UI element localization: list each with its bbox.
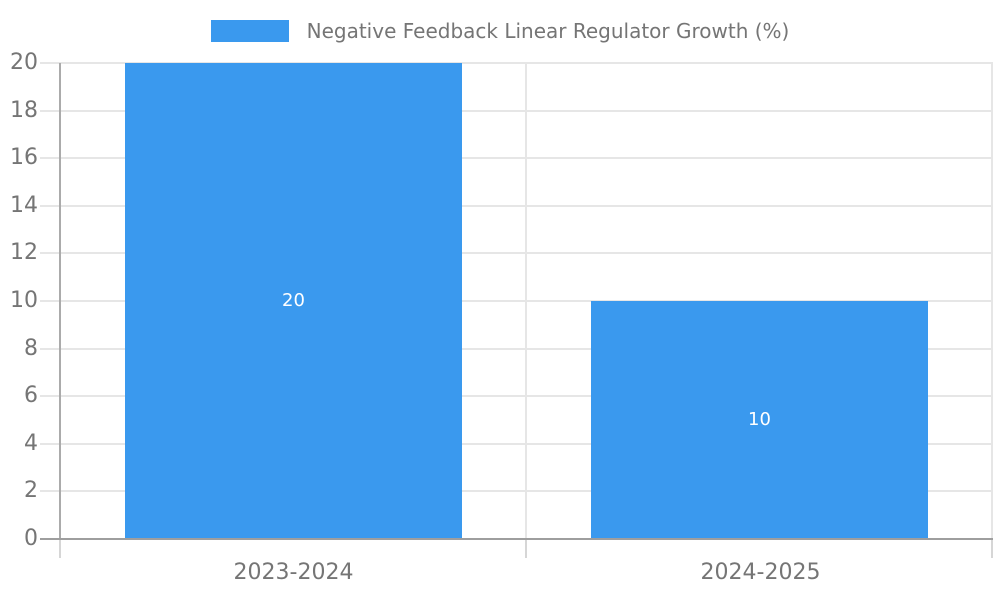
- y-axis-tick: [40, 204, 60, 207]
- y-axis-tick: [40, 300, 60, 302]
- y-axis-tick: [40, 347, 60, 350]
- bar-2024-2025: [591, 301, 928, 539]
- gridline-horizontal: [60, 204, 993, 207]
- y-axis-label: 20: [10, 50, 38, 75]
- gridline-vertical: [524, 63, 527, 539]
- gridline-horizontal: [60, 490, 993, 493]
- y-axis-label: 12: [10, 240, 38, 266]
- y-axis-tick: [40, 109, 60, 112]
- bar-value-label: 20: [282, 290, 305, 311]
- y-axis-label: 14: [10, 192, 38, 218]
- y-axis-label: 0: [24, 526, 38, 551]
- x-axis-tick: [991, 539, 993, 558]
- gridline-horizontal: [60, 442, 993, 445]
- gridline-horizontal: [60, 300, 993, 302]
- y-axis-label: 6: [24, 383, 38, 409]
- gridline-horizontal: [60, 109, 993, 112]
- x-axis-label: 2023-2024: [233, 560, 354, 585]
- bar-value-label: 10: [748, 409, 771, 430]
- y-axis-tick: [40, 252, 60, 255]
- x-axis-tick: [59, 539, 61, 558]
- y-axis-tick: [40, 395, 60, 398]
- x-axis-label: 2024-2025: [700, 560, 821, 585]
- y-axis-label: 2: [24, 478, 38, 504]
- y-axis-label: 4: [24, 430, 38, 456]
- y-axis-label: 10: [10, 288, 38, 313]
- y-axis-tick: [40, 157, 60, 160]
- gridline-horizontal: [60, 395, 993, 398]
- y-axis-tick: [40, 490, 60, 493]
- gridline-vertical: [991, 63, 993, 539]
- y-axis-label: 18: [10, 97, 38, 123]
- gridline-horizontal: [60, 157, 993, 160]
- legend[interactable]: Negative Feedback Linear Regulator Growt…: [0, 16, 1000, 46]
- x-axis-tick: [524, 539, 527, 558]
- y-axis-tick: [40, 442, 60, 445]
- gridline-horizontal: [60, 252, 993, 255]
- gridline-horizontal: [60, 62, 993, 64]
- y-axis-line: [59, 63, 61, 539]
- legend-label[interactable]: Negative Feedback Linear Regulator Growt…: [306, 19, 790, 43]
- y-axis-tick: [40, 62, 60, 64]
- bar-2023-2024: [125, 63, 462, 539]
- gridline-horizontal: [60, 347, 993, 350]
- x-axis-line: [40, 538, 993, 540]
- y-axis-label: 8: [24, 335, 38, 361]
- legend-swatch[interactable]: [210, 20, 289, 42]
- y-axis-label: 16: [10, 145, 38, 171]
